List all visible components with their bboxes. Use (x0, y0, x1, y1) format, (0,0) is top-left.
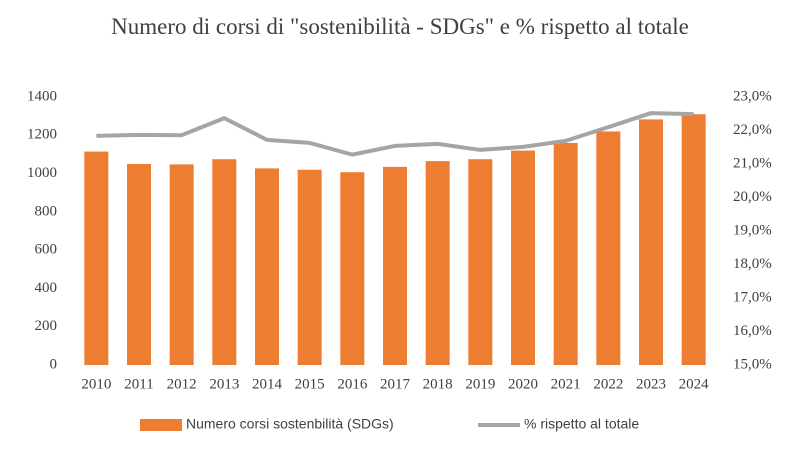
x-tick-label: 2024 (679, 376, 710, 392)
y-tick-label: 600 (35, 242, 58, 258)
x-tick-label: 2018 (423, 376, 453, 392)
y2-tick-label: 20,0% (733, 189, 772, 205)
y2-tick-label: 23,0% (733, 88, 772, 104)
y2-tick-label: 22,0% (733, 122, 772, 138)
bar (681, 114, 706, 365)
bar (255, 168, 279, 365)
y-tick-label: 0 (50, 356, 58, 372)
y2-tick-label: 17,0% (733, 289, 772, 305)
legend-label: Numero corsi sostenbilità (SDGs) (186, 416, 394, 432)
bar (212, 159, 237, 365)
bar (511, 150, 535, 365)
bar (468, 159, 493, 365)
x-tick-label: 2012 (167, 376, 197, 392)
bar (297, 169, 322, 365)
bar (639, 119, 663, 365)
bar (169, 164, 194, 365)
y-tick-label: 1400 (27, 88, 57, 104)
bar (383, 166, 407, 365)
bar (84, 151, 109, 365)
bar (127, 164, 151, 365)
legend-label: % rispetto al totale (524, 416, 639, 432)
x-tick-label: 2015 (295, 376, 325, 392)
x-tick-label: 2023 (636, 376, 666, 392)
x-tick-label: 2017 (380, 376, 411, 392)
x-tick-label: 2011 (124, 376, 153, 392)
y2-tick-label: 19,0% (733, 222, 772, 238)
x-tick-label: 2020 (508, 376, 538, 392)
bar (425, 161, 450, 365)
line (96, 111, 694, 157)
legend-swatch (140, 419, 182, 431)
x-tick-label: 2010 (81, 376, 111, 392)
x-tick-label: 2021 (551, 376, 581, 392)
bar (596, 131, 621, 365)
y2-tick-label: 21,0% (733, 155, 772, 171)
x-tick-label: 2014 (252, 376, 283, 392)
y-tick-label: 800 (35, 203, 58, 219)
y2-tick-label: 16,0% (733, 323, 772, 339)
bar (553, 142, 578, 365)
x-tick-label: 2016 (337, 376, 368, 392)
x-tick-label: 2022 (593, 376, 623, 392)
y2-tick-label: 15,0% (733, 356, 772, 372)
y-tick-label: 1000 (27, 165, 57, 181)
y2-tick-label: 18,0% (733, 256, 772, 272)
y-tick-label: 400 (35, 280, 58, 296)
y-tick-label: 200 (35, 318, 58, 334)
bar (340, 172, 365, 365)
x-tick-label: 2019 (465, 376, 495, 392)
y-tick-label: 1200 (27, 127, 57, 143)
chart-title: Numero di corsi di "sostenibilità - SDGs… (111, 14, 689, 39)
x-tick-label: 2013 (209, 376, 239, 392)
